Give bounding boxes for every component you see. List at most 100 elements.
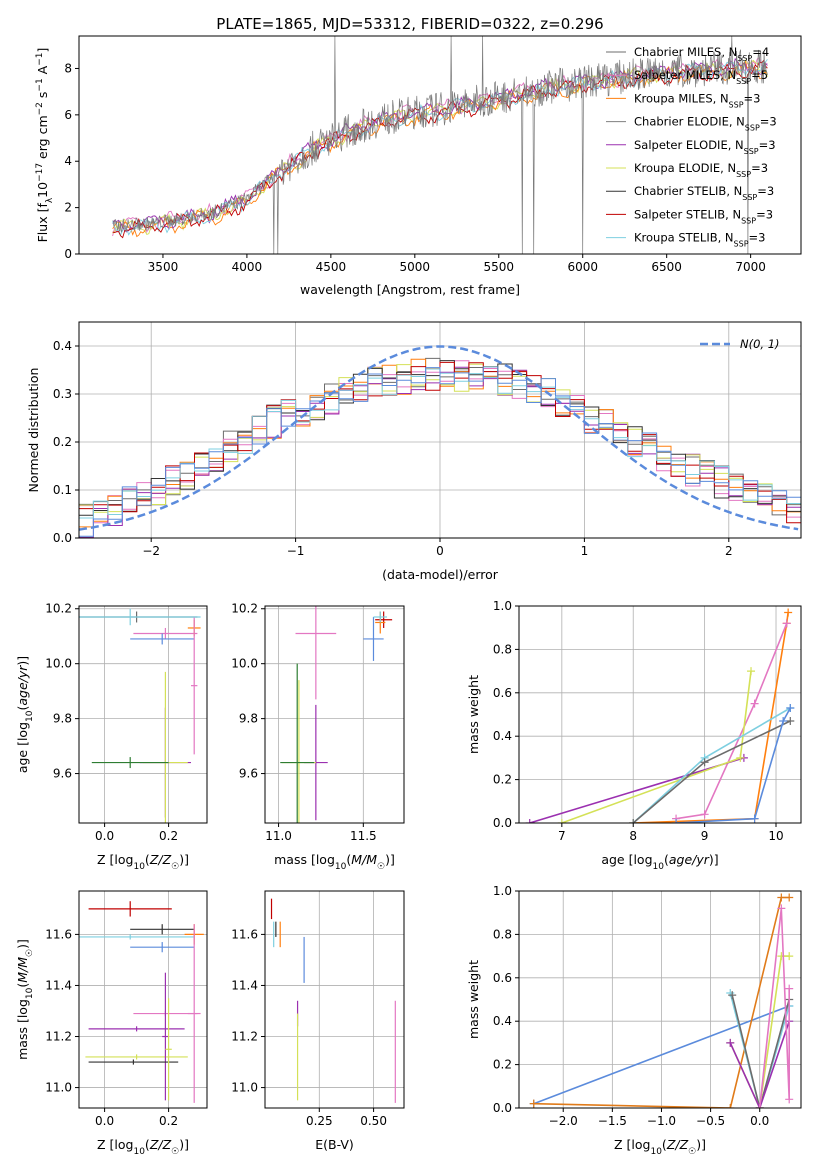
y-tick-label: 8 xyxy=(64,61,72,75)
mass-weight-marker xyxy=(785,893,794,902)
x-axis-label: wavelength [Angstrom, rest frame] xyxy=(300,282,520,297)
legend: Chabrier MILES, NSSP=4 Salpeter MILES, NS… xyxy=(606,45,777,248)
panel-mw_vs_age: 7 8 9 10 0.0 0.2 0.4 0.6 0.8 1.0 xyxy=(493,599,802,843)
panel-age_vs_Z: 0.0 0.2 9.6 9.8 10.0 10.2 xyxy=(45,602,208,843)
mass-weight-marker xyxy=(557,819,566,823)
plot-area xyxy=(79,345,801,538)
x-tick-label: 5500 xyxy=(483,260,514,274)
x-tick-label: 7000 xyxy=(735,260,766,274)
x-tick-label: 0.2 xyxy=(159,1114,178,1128)
mass-weight-line xyxy=(729,1020,790,1108)
y-tick-label: 0.4 xyxy=(493,729,512,743)
mass-weight-marker xyxy=(750,699,759,708)
y-tick-label: 2 xyxy=(64,201,72,215)
mass-weight-marker xyxy=(785,1095,794,1104)
y-tick-label: 10.0 xyxy=(45,657,72,671)
x-tick-label: 10 xyxy=(768,829,783,843)
axes-frame xyxy=(78,321,802,539)
y-tick-label: 11.6 xyxy=(45,927,72,941)
y-tick-label: 0.0 xyxy=(493,1101,512,1115)
y-tick-label: 0.3 xyxy=(53,387,72,401)
panel-residuals: −2 −1 0 1 2 0.0 0.1 0.2 0.3 0.4 N(0, 1) xyxy=(53,321,802,558)
y-tick-label: 1.0 xyxy=(493,884,512,898)
x-axis-label: Z [log10(Z/Z☉)] xyxy=(614,1137,706,1157)
x-tick-label: 0.0 xyxy=(95,829,114,843)
axes-frame xyxy=(78,890,208,1109)
y-tick-label: 10.0 xyxy=(231,657,258,671)
x-tick-label: −0.5 xyxy=(696,1114,725,1128)
mass-weight-line xyxy=(632,707,791,823)
y-axis-label: mass weight xyxy=(466,675,481,754)
axes-frame xyxy=(78,35,802,255)
mass-weight-line xyxy=(633,612,789,823)
panel-mw_vs_Z: −2.0 −1.5 −1.0 −0.5 0.0 0.0 0.2 0.4 0.6 0.8 1.0 xyxy=(493,884,802,1128)
x-tick-label: 1 xyxy=(581,544,589,558)
y-axis-label: Normed distribution xyxy=(26,368,41,493)
mass-weight-marker xyxy=(525,819,534,823)
legend-entry: Kroupa STELIB, NSSP=3 xyxy=(634,231,765,249)
plot-area xyxy=(280,606,393,823)
legend-entry: Salpeter ELODIE, NSSP=3 xyxy=(634,138,776,156)
legend-entry: Salpeter MILES, NSSP=5 xyxy=(634,68,768,86)
mass-weight-marker xyxy=(777,893,786,902)
y-tick-label: 0.6 xyxy=(493,686,512,700)
plot-area xyxy=(525,608,795,823)
mass-weight-marker xyxy=(629,819,638,823)
mass-weight-marker xyxy=(784,608,793,617)
x-tick-label: 11.0 xyxy=(265,829,292,843)
x-tick-label: −1 xyxy=(287,544,305,558)
y-tick-label: 0.6 xyxy=(493,971,512,985)
x-tick-label: 0.0 xyxy=(750,1114,769,1128)
plot-area xyxy=(79,608,201,823)
mass-weight-marker xyxy=(786,703,795,712)
normal-curve xyxy=(79,345,799,531)
axes-frame xyxy=(264,890,405,1109)
histogram-blue_extra xyxy=(79,366,801,537)
axes-frame xyxy=(78,605,208,824)
y-tick-label: 0.2 xyxy=(493,773,512,787)
x-tick-label: 2 xyxy=(725,544,733,558)
mass-weight-marker xyxy=(782,619,791,628)
x-tick-label: −2.0 xyxy=(549,1114,578,1128)
y-axis-label: age [log10(age/yr)] xyxy=(15,656,35,773)
y-tick-label: 1.0 xyxy=(493,599,512,613)
mass-weight-line xyxy=(529,757,745,823)
y-tick-label: 10.2 xyxy=(231,602,258,616)
mass-weight-marker xyxy=(779,717,788,726)
mass-weight-line xyxy=(731,995,790,1108)
x-tick-label: 4500 xyxy=(316,260,347,274)
legend-entry: Kroupa ELODIE, NSSP=3 xyxy=(634,161,768,179)
legend-entry: Kroupa MILES, NSSP=3 xyxy=(634,91,760,109)
mass-weight-line xyxy=(758,908,790,1108)
y-tick-label: 0.2 xyxy=(493,1058,512,1072)
x-tick-label: 4000 xyxy=(232,260,263,274)
x-axis-label: mass [log10(M/M☉)] xyxy=(274,852,395,872)
mass-weight-marker xyxy=(785,952,794,961)
legend-entry: Chabrier ELODIE, NSSP=3 xyxy=(634,115,777,133)
y-tick-label: 0.0 xyxy=(493,816,512,830)
y-tick-label: 0.4 xyxy=(493,1014,512,1028)
y-axis-label: Flux [fλ10−17 erg cm−2 s−1 A−1] xyxy=(35,48,55,243)
x-tick-label: 7 xyxy=(558,829,566,843)
figure-title: PLATE=1865, MJD=53312, FIBERID=0322, z=0… xyxy=(216,15,603,33)
y-tick-label: 0.1 xyxy=(53,483,72,497)
panel-mass_vs_EBV: 0.25 0.50 11.0 11.2 11.4 11.6 xyxy=(231,890,405,1128)
x-tick-label: 11.5 xyxy=(350,829,377,843)
axes-frame xyxy=(264,605,405,824)
mass-weight-line xyxy=(676,707,792,823)
panel-age_vs_mass: 11.0 11.5 9.6 9.8 10.0 10.2 xyxy=(231,602,405,843)
legend-entry: Salpeter STELIB, NSSP=3 xyxy=(634,207,773,225)
y-tick-label: 0.0 xyxy=(53,531,72,545)
mass-weight-marker xyxy=(777,904,786,913)
y-tick-label: 9.8 xyxy=(53,712,72,726)
mass-weight-marker xyxy=(786,717,795,726)
legend-entry: Chabrier STELIB, NSSP=3 xyxy=(634,184,774,202)
y-axis-label: mass weight xyxy=(466,960,481,1039)
mass-weight-line xyxy=(533,1005,790,1105)
y-tick-label: 11.0 xyxy=(45,1081,72,1095)
plot-area xyxy=(270,898,396,1103)
axes-frame xyxy=(518,890,802,1109)
plot-area xyxy=(112,36,768,254)
y-tick-label: 6 xyxy=(64,108,72,122)
x-tick-label: 3500 xyxy=(148,260,179,274)
